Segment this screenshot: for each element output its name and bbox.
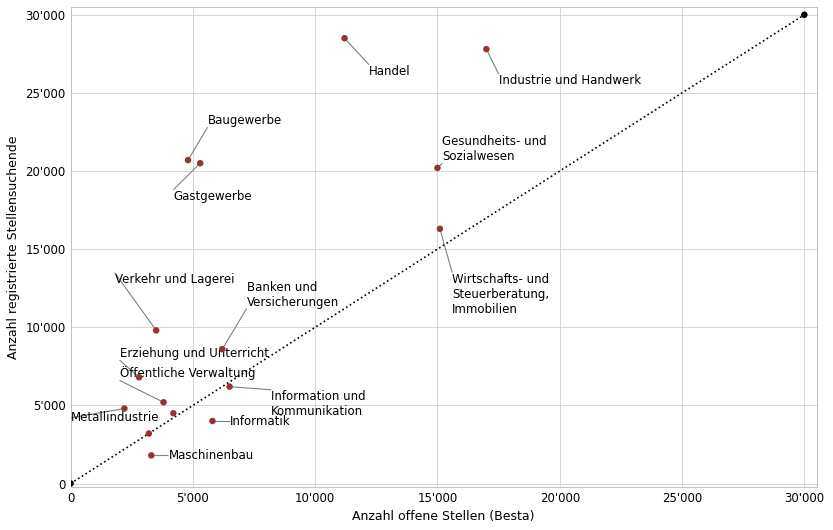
X-axis label: Anzahl offene Stellen (Besta): Anzahl offene Stellen (Besta) — [352, 510, 535, 523]
Point — [142, 429, 156, 438]
Text: Verkehr und Lagerei: Verkehr und Lagerei — [115, 272, 234, 286]
Text: Industrie und Handwerk: Industrie und Handwerk — [499, 74, 641, 87]
Point — [206, 417, 219, 425]
Text: Baugewerbe: Baugewerbe — [207, 114, 282, 127]
Point — [145, 451, 158, 460]
Point — [182, 156, 195, 164]
Text: Banken und
Versicherungen: Banken und Versicherungen — [247, 280, 339, 308]
Text: Gastgewerbe: Gastgewerbe — [173, 190, 252, 203]
Text: Informatik: Informatik — [230, 414, 290, 428]
Point — [157, 398, 170, 407]
Text: Handel: Handel — [369, 65, 411, 78]
Text: Metallindustrie: Metallindustrie — [71, 411, 159, 425]
Text: Maschinenbau: Maschinenbau — [168, 449, 254, 462]
Point — [798, 11, 811, 19]
Text: Information und
Kommunikation: Information und Kommunikation — [272, 390, 366, 418]
Point — [431, 164, 444, 172]
Point — [64, 479, 77, 488]
Text: Öffentliche Verwaltung: Öffentliche Verwaltung — [119, 366, 255, 381]
Text: Erziehung und Unterricht: Erziehung und Unterricht — [119, 347, 268, 360]
Point — [117, 404, 131, 413]
Point — [193, 159, 207, 167]
Point — [216, 345, 229, 354]
Point — [167, 409, 180, 418]
Text: Gesundheits- und
Sozialwesen: Gesundheits- und Sozialwesen — [442, 135, 547, 163]
Y-axis label: Anzahl registrierte Stellensuchende: Anzahl registrierte Stellensuchende — [7, 135, 20, 358]
Point — [150, 326, 163, 334]
Text: Wirtschafts- und
Steuerberatung,
Immobilien: Wirtschafts- und Steuerberatung, Immobil… — [452, 272, 549, 315]
Point — [480, 45, 493, 54]
Point — [223, 383, 237, 391]
Point — [433, 225, 446, 233]
Point — [132, 373, 146, 382]
Point — [338, 34, 352, 42]
